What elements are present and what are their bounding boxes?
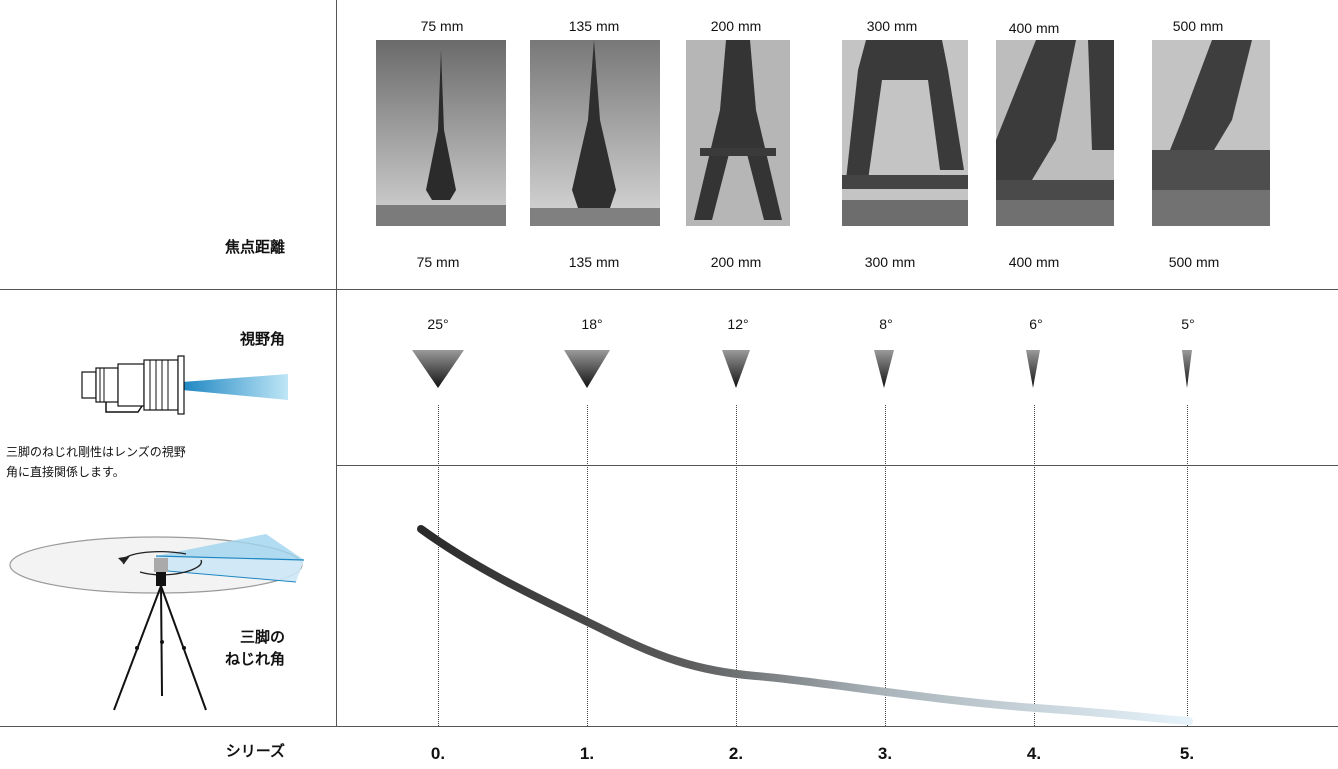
focal-top-1: 135 mm — [568, 18, 620, 34]
focal-top-3: 300 mm — [866, 18, 918, 34]
view-angle-label: 視野角 — [239, 331, 285, 348]
angle-label-3: 8° — [879, 316, 893, 332]
series-label-4: 4. — [1026, 744, 1042, 763]
focal-bottom-0: 75 mm — [416, 254, 460, 270]
row-divider-middle — [336, 465, 1338, 466]
focal-bottom-2: 200 mm — [710, 254, 762, 270]
description-line2: 角に直接関係します。 — [6, 465, 125, 479]
angle-label-2: 12° — [727, 316, 749, 332]
angle-wedge-25deg — [412, 350, 464, 388]
eiffel-photo-200mm — [686, 40, 790, 226]
telephoto-lens-icon — [81, 355, 288, 415]
angle-wedge-18deg — [564, 350, 610, 388]
tripod-twist-label-line1: 三脚の — [239, 629, 285, 646]
angle-wedge-5deg — [1182, 350, 1192, 388]
series-label-0: 0. — [430, 744, 446, 763]
guide-line-2 — [736, 405, 737, 726]
twist-angle-curve — [417, 525, 1193, 725]
eiffel-photo-75mm — [376, 40, 506, 226]
eiffel-photo-400mm — [996, 40, 1114, 226]
angle-wedge-8deg — [874, 350, 894, 388]
angle-label-0: 25° — [427, 316, 449, 332]
column-divider — [336, 0, 337, 726]
focal-top-2: 200 mm — [710, 18, 762, 34]
angle-label-4: 6° — [1029, 316, 1043, 332]
tripod-icon — [9, 534, 305, 711]
description-line1: 三脚のねじれ剛性はレンズの視野 — [6, 445, 186, 459]
rotation-arrow-icon — [118, 556, 130, 564]
tripod-twist-label-line2: ねじれ角 — [224, 651, 285, 668]
series-label: シリーズ — [225, 743, 285, 760]
focal-bottom-4: 400 mm — [1008, 254, 1060, 270]
angle-label-5: 5° — [1181, 316, 1195, 332]
eiffel-photo-500mm — [1152, 40, 1270, 226]
focal-bottom-1: 135 mm — [568, 254, 620, 270]
angle-wedge-6deg — [1026, 350, 1040, 388]
eiffel-photo-135mm — [530, 40, 660, 226]
guide-line-4 — [1034, 405, 1035, 726]
guide-line-0 — [438, 405, 439, 726]
row-divider-bottom — [0, 726, 1338, 727]
focal-length-label: 焦点距離 — [224, 239, 285, 256]
guide-line-1 — [587, 405, 588, 726]
focal-top-4: 400 mm — [1008, 20, 1060, 36]
eiffel-photo-300mm — [842, 40, 968, 226]
guide-line-5 — [1187, 405, 1188, 726]
focal-top-5: 500 mm — [1172, 18, 1224, 34]
guide-line-3 — [885, 405, 886, 726]
focal-bottom-3: 300 mm — [864, 254, 916, 270]
series-label-5: 5. — [1179, 744, 1195, 763]
angle-label-1: 18° — [581, 316, 603, 332]
focal-bottom-5: 500 mm — [1168, 254, 1220, 270]
angle-wedge-12deg — [722, 350, 750, 388]
series-label-3: 3. — [877, 744, 893, 763]
row-divider-top — [0, 289, 1338, 290]
series-label-1: 1. — [579, 744, 595, 763]
series-label-2: 2. — [728, 744, 744, 763]
focal-top-0: 75 mm — [420, 18, 464, 34]
